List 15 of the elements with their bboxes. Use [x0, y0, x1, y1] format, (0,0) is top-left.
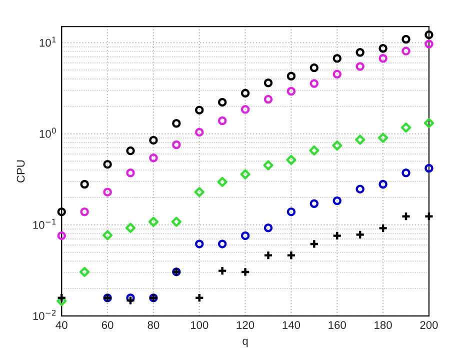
y-tick-label: 10$^{−1}$: [33, 218, 56, 229]
x-tick-label: 120: [236, 321, 254, 329]
x-tick-label: 180: [374, 321, 392, 329]
x-tick-label: 100: [190, 321, 208, 329]
x-tick-label: 160: [328, 321, 346, 329]
y-tick-label: 10$^{1}$: [40, 36, 56, 47]
y-tick-label: 10$^{0}$: [40, 128, 56, 138]
y-tick-label: 10$^{−2}$: [33, 310, 56, 320]
y-axis-title: CPU: [16, 160, 25, 182]
x-tick-label: 200: [420, 321, 438, 329]
x-tick-label: 140: [282, 321, 300, 329]
x-tick-label: 80: [148, 321, 160, 329]
x-tick-label: 40: [56, 321, 68, 329]
x-axis-title: q: [242, 338, 248, 348]
x-tick-label: 60: [102, 321, 114, 329]
